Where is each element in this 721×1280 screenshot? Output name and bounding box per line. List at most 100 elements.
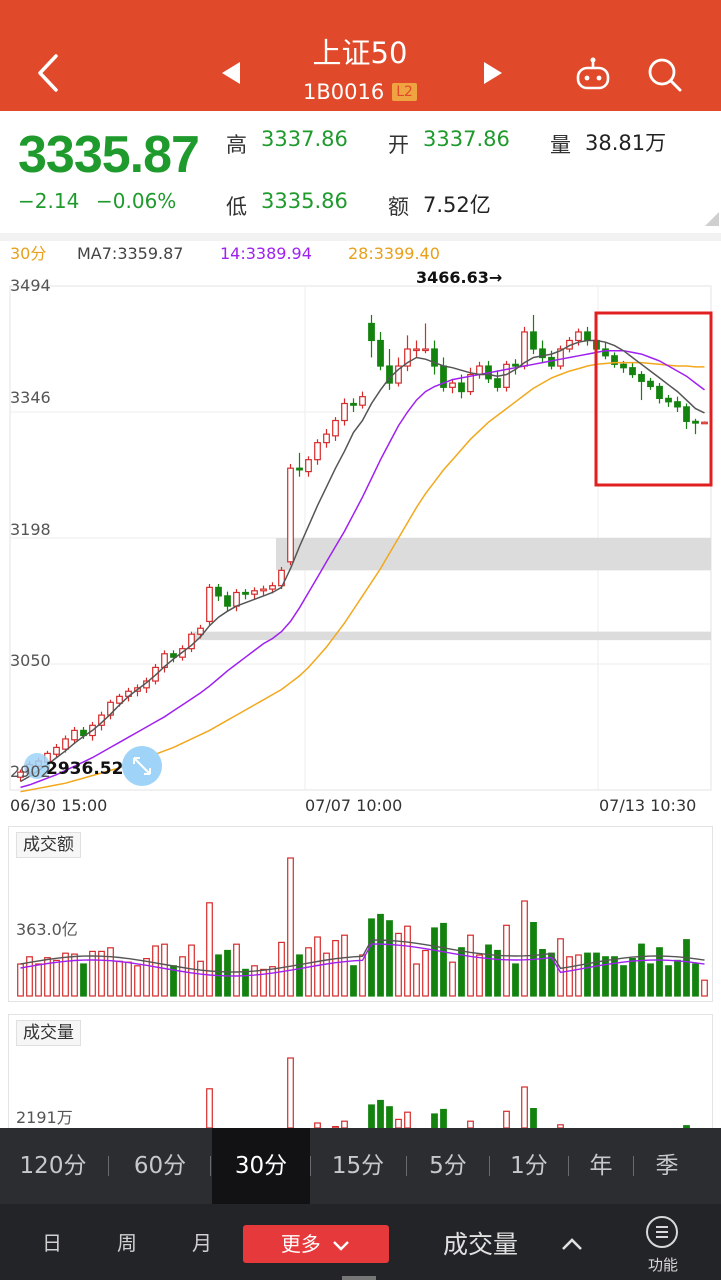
tab-60min[interactable]: 60分 xyxy=(133,1153,187,1179)
volume-bar xyxy=(179,956,186,997)
tab-120min[interactable]: 120分 xyxy=(19,1153,87,1179)
tab-separator xyxy=(489,1156,490,1176)
x-tick-label: 07/07 10:00 xyxy=(305,796,403,815)
turnover-panel-label: 成交额 xyxy=(16,832,81,858)
candle-body xyxy=(557,348,564,367)
gap-zone xyxy=(276,538,711,571)
turnover-bar-chart[interactable] xyxy=(0,826,721,1002)
expand-corner-mark[interactable] xyxy=(705,212,719,226)
candle-body xyxy=(215,586,222,597)
candle-body xyxy=(701,421,708,425)
y-tick-label: 2902 xyxy=(10,762,51,781)
tab-5min[interactable]: 5分 xyxy=(429,1153,467,1179)
tab-quarter[interactable]: 季 xyxy=(655,1153,679,1179)
tab-year[interactable]: 年 xyxy=(589,1153,613,1179)
menu-lines-icon[interactable] xyxy=(646,1216,678,1248)
candle-body xyxy=(476,365,483,376)
tab-month[interactable]: 月 xyxy=(192,1231,212,1255)
candle-body xyxy=(602,348,609,357)
y-tick-label: 3050 xyxy=(10,651,51,670)
volume-bar xyxy=(566,956,573,997)
tab-separator xyxy=(568,1156,569,1176)
volume-bar xyxy=(341,1120,348,1128)
chevron-up-icon[interactable] xyxy=(560,1234,584,1254)
volume-bar xyxy=(467,934,474,997)
x-tick-label: 06/30 15:00 xyxy=(10,796,108,815)
more-periods-button[interactable]: 更多 xyxy=(243,1225,389,1263)
candle-body xyxy=(260,588,267,592)
volume-bar xyxy=(575,954,582,997)
robot-assistant-icon[interactable] xyxy=(574,56,612,92)
volume-bar xyxy=(287,857,294,997)
volume-bar xyxy=(674,959,681,997)
volume-bar xyxy=(233,943,240,997)
candle-body xyxy=(242,591,249,595)
volume-bar xyxy=(296,954,303,997)
volume-bar xyxy=(503,924,510,997)
volume-bar xyxy=(323,952,330,997)
volume-bar xyxy=(602,956,609,997)
low-value: 3335.86 xyxy=(261,189,348,213)
high-value: 3337.86 xyxy=(261,127,348,151)
price-change-percent: −0.06% xyxy=(96,189,177,213)
indicator-selector[interactable]: 成交量 xyxy=(443,1230,519,1259)
next-stock-triangle-icon[interactable] xyxy=(478,56,508,90)
candle-body xyxy=(431,348,438,367)
amount-value: 7.52亿 xyxy=(423,193,491,217)
open-value: 3337.86 xyxy=(423,127,510,151)
candle-body xyxy=(170,653,177,658)
volume-bar xyxy=(404,925,411,997)
candle-body xyxy=(224,595,231,607)
candlestick-chart[interactable] xyxy=(0,260,721,820)
volume-bar xyxy=(512,963,519,997)
volume-bar xyxy=(530,1107,537,1128)
candle-body xyxy=(323,433,330,444)
candle-body xyxy=(233,591,240,607)
low-marker-dot xyxy=(24,753,50,779)
volume-bar xyxy=(143,958,150,997)
volume-bar xyxy=(269,966,276,997)
volume-bar xyxy=(692,963,699,997)
volume-bar xyxy=(638,943,645,997)
volume-bar xyxy=(521,900,528,997)
tab-30min[interactable]: 30分 xyxy=(212,1128,310,1204)
candle-body xyxy=(350,402,357,406)
volume-bar xyxy=(386,920,393,997)
volume-bar xyxy=(440,1108,447,1128)
candle-body xyxy=(359,396,366,406)
volume-bar xyxy=(368,918,375,997)
candle-body xyxy=(647,380,654,388)
volume-bar xyxy=(593,952,600,997)
candle-body xyxy=(287,467,294,563)
candle-body xyxy=(341,402,348,422)
y-tick-label: 3346 xyxy=(10,388,51,407)
low-label: 低 xyxy=(226,195,247,219)
volume-bar-chart[interactable] xyxy=(0,1014,721,1128)
search-icon[interactable] xyxy=(646,56,684,94)
candle-body xyxy=(656,385,663,399)
tab-week[interactable]: 周 xyxy=(117,1231,137,1255)
volume-bar xyxy=(467,1120,474,1128)
ma28-legend: 28:3399.40 xyxy=(348,244,440,263)
candle-body xyxy=(62,738,69,750)
volume-bar xyxy=(197,960,204,997)
y-tick-label: 3494 xyxy=(10,276,51,295)
volume-bar xyxy=(251,965,258,997)
candle-body xyxy=(413,348,420,352)
back-arrow-icon[interactable] xyxy=(28,48,68,98)
prev-stock-triangle-icon[interactable] xyxy=(216,56,246,90)
turnover-tick-label: 363.0亿 xyxy=(16,920,78,939)
volume-bar xyxy=(458,947,465,997)
volume-bar xyxy=(584,952,591,997)
candle-body xyxy=(629,367,636,376)
volume-bar xyxy=(53,959,60,997)
tab-15min[interactable]: 15分 xyxy=(331,1153,385,1179)
volume-bar xyxy=(62,952,69,997)
volume-bar xyxy=(44,957,51,997)
tab-day[interactable]: 日 xyxy=(42,1231,62,1255)
chevron-down-icon xyxy=(333,1240,350,1251)
tab-1min[interactable]: 1分 xyxy=(510,1153,548,1179)
candle-body xyxy=(674,401,681,408)
volume-bar xyxy=(206,1088,213,1128)
gap-zone xyxy=(193,631,711,641)
